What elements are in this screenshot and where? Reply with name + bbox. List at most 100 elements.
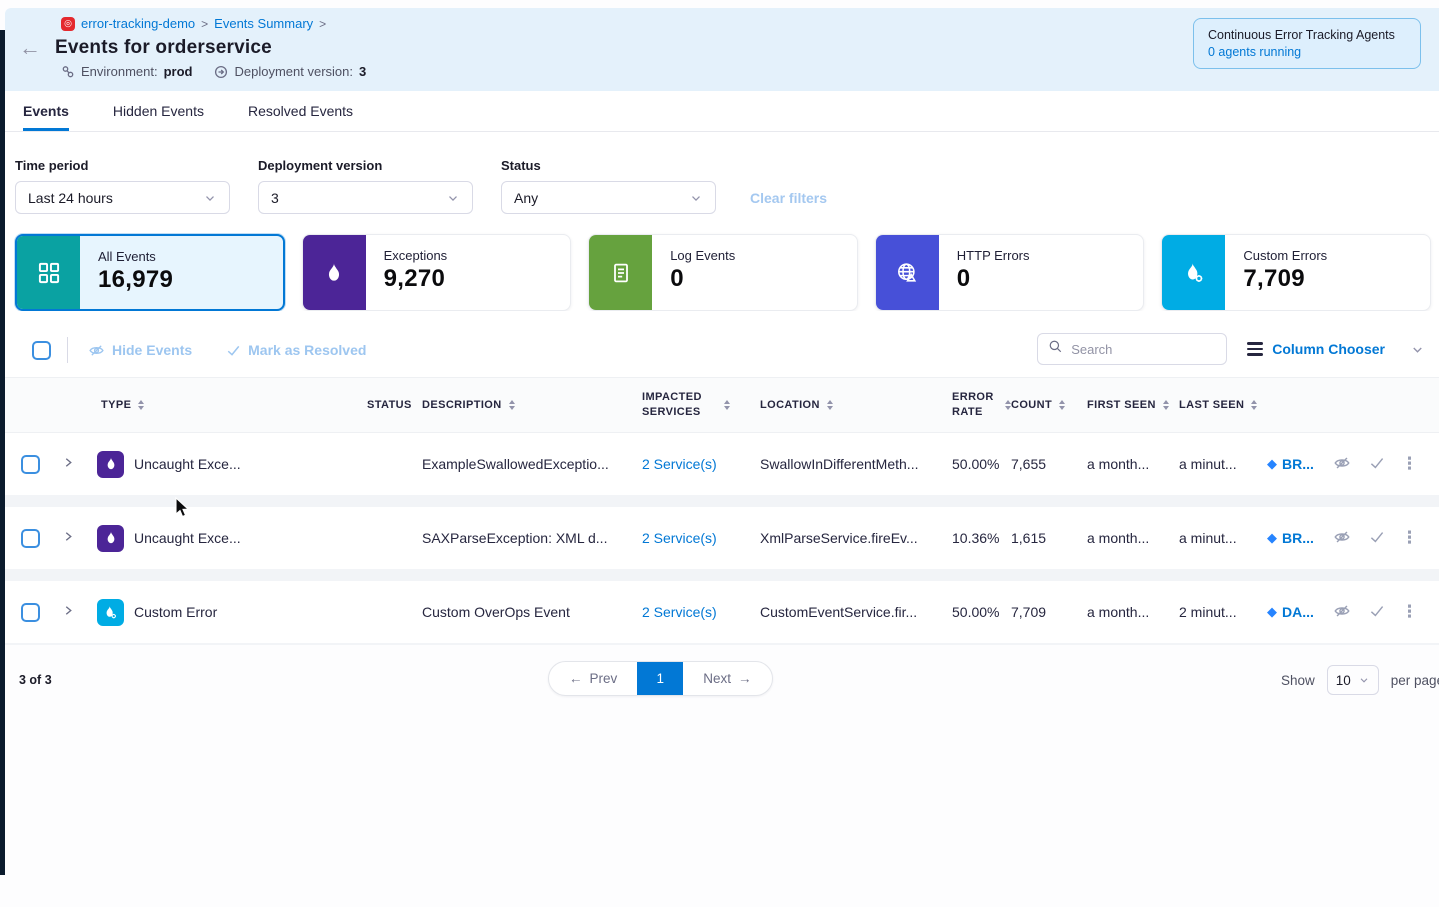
table-toolbar: Hide Events Mark as Resolved Column Choo… [5, 311, 1439, 377]
column-header-location[interactable]: LOCATION [739, 399, 935, 411]
resolve-check-icon[interactable] [1369, 603, 1385, 619]
hide-events-label: Hide Events [112, 342, 193, 358]
clear-filters-button[interactable]: Clear filters [750, 190, 828, 206]
sort-icon [1251, 400, 1258, 410]
row-checkbox[interactable] [21, 454, 40, 474]
agents-running-link[interactable]: 0 agents running [1208, 45, 1302, 59]
environment-label: Environment: [81, 64, 158, 79]
breadcrumb-project-link[interactable]: error-tracking-demo [81, 16, 196, 31]
mark-resolved-button[interactable]: Mark as Resolved [226, 342, 366, 358]
hide-event-icon[interactable] [1333, 454, 1351, 472]
row-checkbox[interactable] [21, 602, 40, 622]
tab-hidden-events[interactable]: Hidden Events [112, 102, 204, 119]
breadcrumb-section-link[interactable]: Events Summary [214, 16, 314, 31]
environment-icon [61, 65, 75, 79]
tab-bar: Events Hidden Events Resolved Events [5, 91, 1439, 132]
select-all-checkbox[interactable] [32, 340, 51, 360]
card-log-events[interactable]: Log Events 0 [588, 234, 858, 311]
deployment-meta: Deployment version: 3 [214, 64, 366, 79]
row-checkbox[interactable] [21, 528, 40, 548]
chevron-down-icon[interactable] [1410, 342, 1425, 357]
event-description: SAXParseException: XML d... [422, 530, 608, 546]
tab-resolved-events[interactable]: Resolved Events [247, 102, 354, 119]
card-value: 7,709 [1243, 265, 1305, 292]
row-menu-icon[interactable]: ⋮ [1401, 454, 1418, 473]
error-rate: 50.00% [952, 604, 1000, 620]
deployment-version-select[interactable]: 3 [258, 181, 473, 214]
impacted-services-link[interactable]: 2 Service(s) [642, 604, 717, 620]
sort-icon [1162, 400, 1169, 410]
ticket-link[interactable]: ◆ DA... [1267, 604, 1314, 620]
column-chooser-button[interactable]: Column Chooser [1247, 341, 1425, 357]
column-header-type[interactable]: TYPE [97, 399, 255, 411]
deployment-value: 3 [358, 64, 367, 79]
event-type: Custom Error [134, 604, 218, 620]
table-row[interactable]: Uncaught Exce... ExampleSwallowedExcepti… [5, 433, 1439, 495]
next-label: Next [703, 671, 732, 686]
ticket-link[interactable]: ◆ BR... [1267, 530, 1314, 546]
column-chooser-label: Column Chooser [1272, 341, 1385, 357]
row-menu-icon[interactable]: ⋮ [1401, 528, 1418, 547]
column-header-last-seen[interactable]: LAST SEEN [1175, 399, 1267, 411]
exception-flame-icon [97, 450, 124, 478]
resolve-check-icon[interactable] [1369, 529, 1385, 545]
deployment-version-label: Deployment version [258, 158, 383, 173]
card-http-errors[interactable]: HTTP Errors 0 [874, 234, 1145, 311]
event-description: Custom OverOps Event [422, 604, 570, 620]
chevron-down-icon [689, 191, 703, 205]
table-row[interactable]: Uncaught Exce... SAXParseException: XML … [5, 507, 1439, 569]
deployment-label: Deployment version: [234, 64, 353, 79]
per-page-label: per page [1390, 672, 1439, 688]
page-header: ◎ error-tracking-demo > Events Summary >… [5, 8, 1439, 91]
event-location: CustomEventService.fir... [760, 604, 918, 620]
search-icon [1048, 339, 1063, 359]
page-number-button[interactable]: 1 [637, 662, 684, 695]
agents-status-box: Continuous Error Tracking Agents 0 agent… [1193, 18, 1421, 69]
column-header-first-seen[interactable]: FIRST SEEN [1081, 399, 1175, 411]
ticket-link[interactable]: ◆ BR... [1267, 456, 1314, 472]
impacted-services-link[interactable]: 2 Service(s) [642, 456, 717, 472]
card-label: Log Events [670, 248, 736, 263]
sort-icon [826, 400, 833, 410]
card-custom-errors[interactable]: Custom Errors 7,709 [1161, 234, 1431, 311]
column-header-impacted-services[interactable]: IMPACTED SERVICES [627, 390, 739, 420]
column-header-description[interactable]: DESCRIPTION [405, 399, 627, 411]
column-header-status[interactable]: STATUS [367, 399, 412, 411]
card-label: Custom Errors [1243, 248, 1328, 263]
globe-icon [875, 235, 939, 310]
collapsed-sidebar-strip [0, 30, 5, 875]
environment-value: prod [163, 64, 193, 79]
column-header-error-rate[interactable]: ERROR RATE [935, 390, 1011, 420]
chevron-down-icon [203, 191, 217, 205]
impacted-services-link[interactable]: 2 Service(s) [642, 530, 717, 546]
expand-chevron-icon[interactable] [61, 529, 76, 544]
status-select[interactable]: Any [501, 181, 716, 214]
flame-icon [302, 235, 366, 310]
card-value: 0 [956, 265, 971, 292]
row-menu-icon[interactable]: ⋮ [1401, 602, 1418, 621]
table-row[interactable]: Custom Error Custom OverOps Event 2 Serv… [5, 581, 1439, 643]
tab-events[interactable]: Events [23, 92, 69, 131]
hide-event-icon[interactable] [1333, 528, 1351, 546]
prev-page-button[interactable]: ← Prev [549, 662, 637, 695]
show-label: Show [1281, 672, 1315, 688]
resolve-check-icon[interactable] [1369, 455, 1385, 471]
back-arrow-icon[interactable]: ← [19, 35, 41, 60]
chevron-down-icon [1358, 674, 1370, 686]
exception-flame-icon [97, 524, 124, 552]
error-rate: 10.36% [952, 530, 1000, 546]
time-period-select[interactable]: Last 24 hours [15, 181, 230, 214]
next-page-button[interactable]: Next → [683, 662, 771, 695]
expand-chevron-icon[interactable] [61, 603, 76, 618]
search-input[interactable] [1071, 341, 1202, 357]
card-exceptions[interactable]: Exceptions 9,270 [301, 234, 572, 311]
page-size-select[interactable]: 10 [1326, 665, 1379, 695]
breadcrumb-separator: > [319, 16, 327, 31]
hide-event-icon[interactable] [1333, 602, 1351, 620]
column-header-count[interactable]: COUNT [1011, 399, 1081, 411]
card-all-events[interactable]: All Events 16,979 [15, 234, 285, 311]
expand-chevron-icon[interactable] [61, 455, 76, 470]
first-seen: a month... [1087, 456, 1150, 472]
hide-events-button[interactable]: Hide Events [88, 342, 192, 359]
document-icon [589, 235, 653, 310]
